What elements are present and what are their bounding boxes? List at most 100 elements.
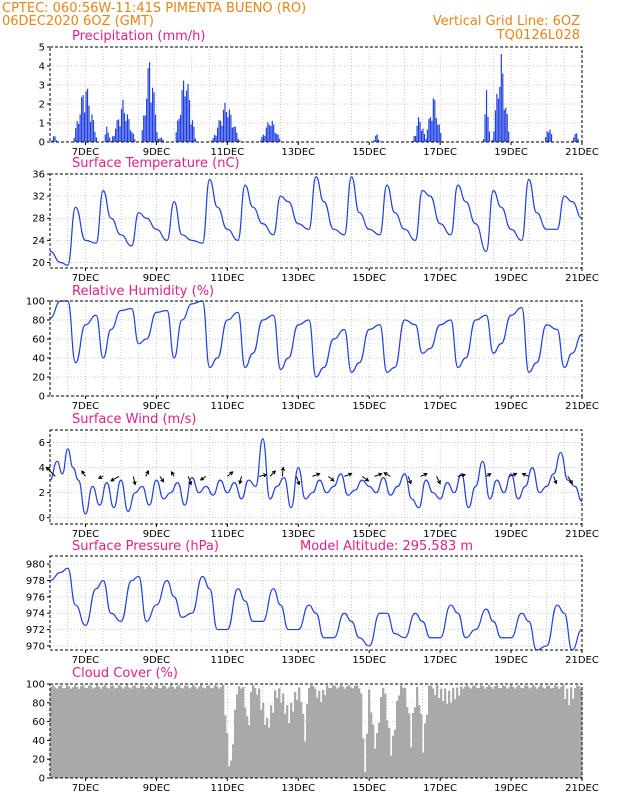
cloud-bar [552,687,555,778]
precip-bar [228,109,230,142]
cloud-bar [198,686,201,778]
precip-bar [274,132,276,142]
precip-bar [119,126,121,142]
x-tick-label: 15DEC [352,655,386,666]
cloud-bar [462,688,465,778]
y-tick-label: 100 [26,297,45,308]
cloud-bar [86,688,89,778]
cloud-bar [102,686,105,778]
precip-bar [120,108,123,142]
cloud-bar [140,685,143,778]
precip-bar [162,139,164,142]
cloud-bar [226,733,229,778]
precip-bar [437,124,439,142]
cloud-bar [568,705,571,778]
cloud-bar [466,684,469,778]
precip-bar [549,129,551,142]
cloud-bar [108,688,111,778]
panel-5: 970 972 974 976 978 980 7DEC 9DEC 11DEC 13DEC 15DE… [26,539,599,666]
precip-bar [151,87,154,142]
wind-arrow [97,475,104,480]
cloud-bar [448,690,451,778]
precip-bar [128,119,130,142]
cloud-bar [424,723,427,778]
cloud-bar [312,686,315,778]
cloud-bar [556,686,559,778]
cloud-bar [194,686,197,778]
cloud-bar [196,688,199,778]
cloud-bar [82,685,85,778]
cloud-bar [182,688,185,778]
cloud-bar [160,688,163,778]
cloud-bar [456,687,459,778]
cloud-bar [324,695,327,778]
cloud-bar [322,689,325,778]
cloud-bar [464,686,467,778]
cloud-bar [386,720,389,778]
plot-frame [49,683,583,779]
precip-bar [277,134,279,142]
precip-bar [180,114,182,142]
precip-bar [129,130,131,142]
cloud-bar [92,688,95,778]
cloud-bar [104,685,107,778]
cloud-bar [220,686,223,778]
cloud-bar [272,712,275,778]
cloud-bar [84,687,87,778]
cloud-bar [292,711,295,778]
precip-bar [576,133,578,142]
x-tick-label: 17DEC [423,783,457,794]
precip-bar [218,120,220,142]
precip-bar [508,131,510,142]
cloud-bar [188,688,191,778]
panel-title: Surface Temperature (nC) [72,156,240,171]
cloud-bar [522,688,525,778]
cloud-bar [500,688,503,778]
cloud-bar [266,717,269,778]
y-tick-label: 970 [26,641,45,652]
x-tick-label: 19DEC [494,147,528,158]
wind-arrow [296,476,301,486]
cloud-bar [362,738,365,778]
wind-arrow [328,475,335,482]
y-tick-label: 80 [32,316,45,327]
x-tick-label: 19DEC [494,273,528,284]
wind-arrow [199,475,207,481]
y-tick-label: 0 [39,392,45,403]
precip-bar [268,124,270,142]
x-tick-label: 7DEC [72,273,99,284]
cloud-bar [546,685,549,778]
cloud-bar [510,684,513,778]
precip-bar [75,128,77,142]
wind-arrow [187,476,193,486]
cloud-bar [526,685,529,778]
cloud-bar [136,688,139,778]
cloud-bar [534,686,537,778]
precip-bar [265,127,267,142]
y-tick-label: 100 [26,680,45,691]
cloud-bar [554,685,557,778]
precip-bar [126,114,129,142]
cloud-bar [334,685,337,778]
cloud-bar [390,755,393,778]
y-tick-label: 978 [26,576,45,587]
cloud-bar [290,702,293,778]
cloud-bar [156,685,159,778]
cloud-bar [200,685,203,778]
panel-6: 0 20 40 60 80 100 7DEC 9DEC 11DEC 13DEC 15DEC 17DEC… [26,666,599,794]
cloud-bar [470,688,473,778]
cloud-bar [178,685,181,778]
cloud-bar [562,684,565,778]
cloud-bar [94,687,97,778]
cloud-bar [56,688,59,778]
precip-bar [423,133,426,142]
cloud-bar [458,695,461,778]
cloud-bar [548,685,551,778]
cloud-bar [384,693,387,778]
cloud-bar [90,685,93,778]
x-tick-label: 7DEC [72,401,99,412]
precip-bar [115,128,117,142]
cloud-bar [494,686,497,778]
precip-bar [412,140,414,142]
cloud-bar [152,688,155,778]
